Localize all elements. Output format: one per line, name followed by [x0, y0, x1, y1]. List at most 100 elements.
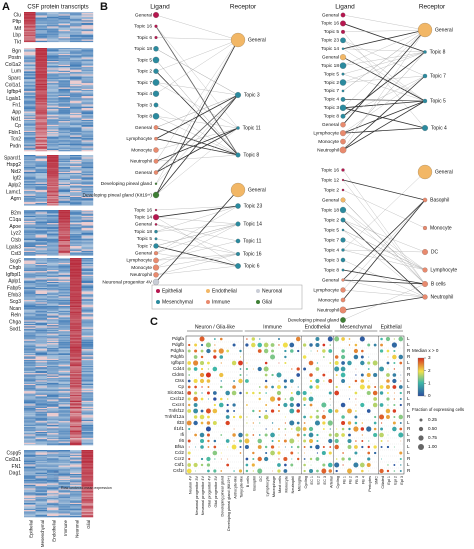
heatmap-cell — [47, 462, 59, 464]
dot — [246, 404, 248, 406]
dot — [327, 336, 333, 342]
heatmap-cell — [35, 344, 48, 346]
heatmap-cell — [35, 91, 48, 93]
ligand-node — [153, 158, 159, 164]
dot — [213, 355, 217, 359]
heatmap-cell — [35, 336, 48, 338]
heatmap-cell — [81, 85, 94, 87]
heatmap-cell — [81, 292, 94, 295]
heatmap-cell — [35, 514, 48, 517]
heatmap-cell — [24, 219, 36, 221]
dot — [309, 385, 313, 389]
heatmap-cell — [70, 274, 82, 277]
heatmap-cell — [47, 284, 59, 286]
ligand-node — [341, 29, 345, 34]
heatmap-cell — [24, 435, 36, 437]
heatmap-cell — [58, 104, 71, 106]
heatmap-cell — [35, 272, 48, 274]
heatmap-cell — [81, 26, 94, 28]
dot — [201, 392, 203, 394]
heatmap-cell — [47, 399, 59, 401]
heatmap-cell — [24, 203, 36, 205]
heatmap-cell — [47, 279, 59, 281]
heatmap-cell — [81, 48, 94, 50]
heatmap-cell — [24, 38, 36, 40]
heatmap-cell — [47, 438, 59, 440]
legend-label: Endothelial — [212, 288, 237, 294]
heatmap-cell — [24, 358, 36, 361]
heatmap-cell — [70, 99, 82, 101]
heatmap-cell — [47, 504, 59, 506]
heatmap-cell — [35, 133, 48, 135]
heatmap-cell — [58, 127, 71, 129]
dot — [400, 440, 402, 442]
heatmap-cell — [58, 483, 71, 485]
dot — [380, 337, 383, 341]
heatmap-cell — [81, 180, 94, 182]
receptor-node — [230, 182, 246, 198]
heatmap-cell — [24, 390, 36, 392]
heatmap-cell — [70, 350, 82, 352]
ligand-label: Topic 18 — [321, 63, 339, 69]
dot — [290, 392, 293, 394]
heatmap-cell — [58, 85, 71, 87]
heatmap-cell — [47, 346, 59, 349]
heatmap-cell — [47, 24, 59, 26]
heatmap-cell — [24, 411, 36, 413]
heatmap-cell — [81, 337, 94, 339]
heatmap-cell — [47, 189, 59, 192]
heatmap-cell — [81, 37, 94, 39]
heatmap-cell — [70, 488, 82, 490]
heatmap-cell — [58, 271, 71, 273]
heatmap-cell — [47, 313, 59, 315]
heatmap-cell — [81, 500, 94, 502]
heatmap-cell — [35, 14, 48, 16]
heatmap-cell — [35, 70, 48, 73]
heatmap-cell — [47, 428, 59, 430]
heatmap-cell — [47, 173, 59, 175]
heatmap-cell — [81, 15, 94, 17]
heatmap-cell — [58, 283, 71, 285]
heatmap-cell — [47, 252, 59, 254]
heatmap-cell — [35, 242, 48, 244]
heatmap-cell — [81, 326, 94, 328]
heatmap-cell — [35, 409, 48, 411]
dot — [233, 470, 235, 472]
size-swatch — [418, 426, 424, 432]
heatmap-cell — [47, 222, 59, 224]
edge — [155, 94, 239, 196]
gene-label: Reln — [11, 313, 22, 319]
column-label: Epi 3 — [400, 476, 404, 485]
heatmap-cell — [81, 516, 94, 518]
dot — [348, 457, 351, 461]
dot — [374, 386, 377, 388]
heatmap-cell — [81, 459, 94, 461]
dot — [347, 445, 352, 449]
heatmap-cell — [58, 387, 71, 389]
dot — [386, 361, 390, 365]
heatmap-cell — [35, 296, 48, 298]
heatmap-cell — [70, 165, 82, 168]
heatmap-cell — [35, 61, 48, 63]
gene-label: Aplp1 — [8, 279, 21, 285]
heatmap-cell — [70, 361, 82, 363]
heatmap-cell — [35, 146, 48, 148]
receptor-label: Topic 11 — [243, 238, 261, 244]
heatmap-cell — [70, 155, 82, 157]
heatmap-cell — [70, 50, 82, 52]
heatmap-cell — [58, 124, 71, 127]
tick-label: 0 — [428, 393, 431, 398]
heatmap-cell — [70, 322, 82, 325]
heatmap-cell — [58, 248, 71, 250]
heatmap-cell — [35, 236, 48, 238]
heatmap-cell — [24, 331, 36, 333]
heatmap-cell — [35, 80, 48, 82]
heatmap-cell — [81, 66, 94, 68]
dot — [282, 342, 288, 348]
heatmap-cell — [81, 163, 94, 165]
heatmap-cell — [47, 420, 59, 422]
dot — [289, 438, 295, 444]
heatmap-cell — [70, 498, 82, 500]
heatmap-cell — [70, 328, 82, 331]
heatmap-cell — [35, 510, 48, 512]
